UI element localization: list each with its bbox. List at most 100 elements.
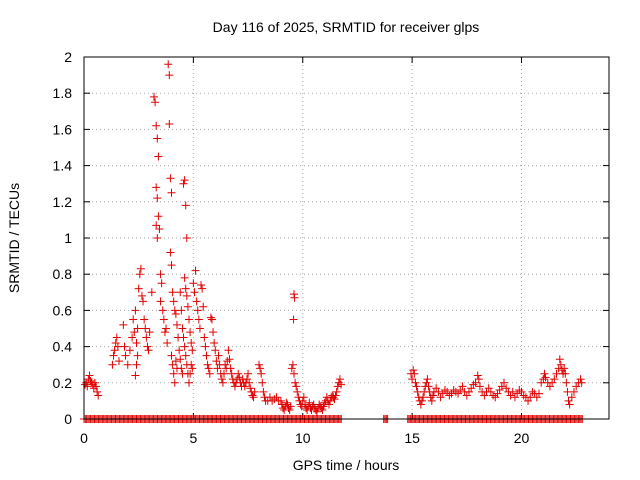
y-tick-label: 0.4	[53, 339, 73, 355]
data-point	[172, 320, 181, 329]
data-point	[245, 378, 254, 387]
x-tick-label: 20	[514, 430, 530, 446]
data-point	[214, 351, 223, 360]
data-point	[199, 302, 208, 311]
data-point	[225, 355, 234, 364]
data-point	[434, 387, 443, 396]
data-point	[333, 382, 342, 391]
data-point	[474, 375, 483, 384]
data-point	[255, 360, 263, 369]
data-point	[256, 364, 265, 373]
data-point	[510, 393, 519, 402]
data-point	[168, 360, 177, 369]
data-point	[94, 391, 103, 400]
x-tick-labels: 0 5 10 15 20	[80, 430, 529, 446]
data-point	[185, 315, 193, 324]
data-point	[203, 360, 212, 369]
data-point	[190, 288, 199, 297]
data-point	[532, 393, 541, 402]
data-point	[160, 328, 169, 337]
data-point	[451, 387, 460, 396]
data-point	[152, 221, 161, 230]
data-point	[221, 360, 230, 369]
data-point	[467, 384, 476, 393]
data-point	[176, 355, 185, 364]
data-point	[223, 357, 232, 366]
data-point	[169, 297, 178, 306]
data-point	[493, 389, 502, 398]
y-axis-title: SRMTID / TECUs	[6, 183, 22, 293]
data-point	[287, 364, 296, 373]
data-point	[172, 364, 181, 373]
data-point	[111, 338, 120, 347]
data-point	[183, 302, 192, 311]
data-point	[545, 382, 554, 391]
data-point	[454, 389, 463, 398]
data-point	[120, 342, 129, 351]
data-point	[475, 382, 484, 391]
grid-lines	[84, 57, 609, 419]
data-point	[150, 92, 158, 101]
data-point	[153, 194, 162, 203]
data-point	[131, 371, 140, 380]
data-point	[567, 393, 576, 402]
data-point	[209, 328, 218, 337]
data-point	[249, 393, 258, 402]
data-point	[484, 384, 493, 393]
data-point	[159, 315, 168, 324]
data-point	[480, 391, 489, 400]
data-point	[541, 373, 550, 382]
data-point	[555, 355, 564, 364]
data-point	[427, 396, 436, 405]
data-point	[291, 378, 300, 387]
data-point	[158, 306, 167, 315]
data-point	[285, 405, 294, 414]
data-point	[167, 188, 176, 197]
data-point	[156, 297, 165, 306]
data-point	[224, 346, 233, 355]
data-point	[560, 364, 569, 373]
data-point	[556, 360, 565, 369]
data-point	[548, 378, 557, 387]
data-point	[186, 328, 195, 337]
data-point	[175, 346, 184, 355]
x-tick-label: 0	[80, 430, 88, 446]
data-point	[506, 391, 515, 400]
x-tick-label: 10	[295, 430, 311, 446]
data-point	[290, 369, 298, 378]
data-point	[235, 373, 244, 382]
data-point	[326, 396, 335, 405]
data-point	[524, 396, 533, 405]
data-point	[143, 342, 152, 351]
data-point	[218, 378, 227, 387]
y-tick-label: 1.4	[53, 158, 73, 174]
data-point	[93, 387, 102, 396]
data-point	[132, 360, 141, 369]
data-point	[188, 346, 197, 355]
data-point	[193, 306, 202, 315]
data-point	[561, 369, 570, 378]
data-point	[152, 121, 161, 130]
data-point	[428, 391, 437, 400]
data-point	[331, 391, 340, 400]
data-point	[443, 387, 452, 396]
data-point	[299, 393, 308, 402]
data-point	[136, 264, 145, 273]
data-point	[157, 279, 166, 288]
data-point	[167, 261, 176, 270]
data-point	[410, 369, 419, 378]
data-point	[181, 351, 190, 360]
data-point	[198, 284, 207, 293]
x-tick-label: 5	[189, 430, 197, 446]
y-tick-label: 1.8	[53, 85, 73, 101]
data-point	[495, 386, 504, 395]
data-point	[272, 393, 281, 402]
data-point	[162, 324, 171, 333]
data-point	[565, 400, 574, 409]
data-point	[257, 369, 266, 378]
data-point	[125, 346, 134, 355]
data-point	[276, 396, 285, 405]
data-point	[458, 382, 467, 391]
data-point	[540, 369, 549, 378]
